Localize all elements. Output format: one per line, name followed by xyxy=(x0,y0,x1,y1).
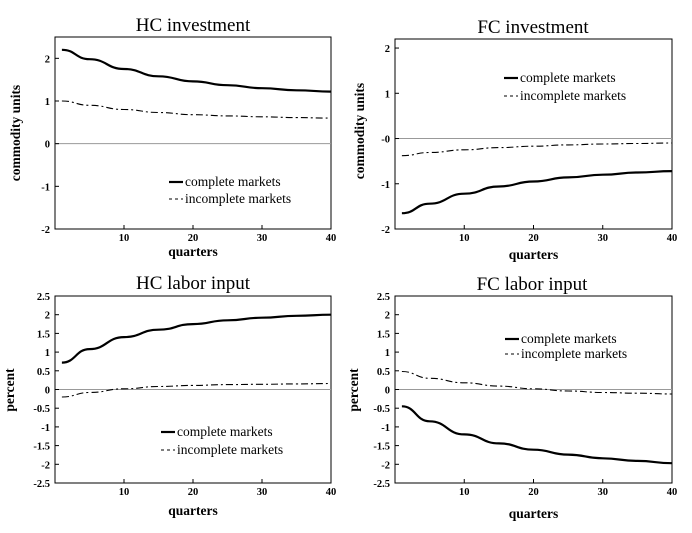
panel-4-title: FC labor input xyxy=(477,274,589,295)
panel-4-legend-label: complete markets xyxy=(521,331,617,346)
panel-3-ytick-label: -1.5 xyxy=(33,442,50,453)
panel-2-ytick-label: -0 xyxy=(381,135,390,146)
panel-2-xtick-label: 30 xyxy=(598,233,609,244)
panel-2-title: FC investment xyxy=(477,17,589,38)
panel-1-xtick-label: 10 xyxy=(119,233,130,244)
panel-2-ytick-label: -2 xyxy=(381,225,390,236)
panel-4-xtick-label: 40 xyxy=(667,487,678,498)
panel-3-series-complete-markets xyxy=(61,313,332,364)
panel-3-ytick-label: 1.5 xyxy=(37,329,50,340)
panel-4-x-axis-label: quarters xyxy=(509,506,559,521)
panel-4-ytick-label: -2 xyxy=(381,460,390,471)
panel-3-ytick-label: 1 xyxy=(45,348,50,359)
panel-2-xtick-label: 10 xyxy=(459,233,470,244)
panel-4-legend-label: incomplete markets xyxy=(521,346,627,361)
panel-1-ytick-label: 0 xyxy=(45,140,50,151)
panel-3-xtick-label: 10 xyxy=(119,487,130,498)
panel-4-ytick-label: -1.5 xyxy=(373,442,390,453)
panel-1-ytick-label: 1 xyxy=(45,97,50,108)
panel-1-xtick-label: 20 xyxy=(188,233,199,244)
panel-3-ytick-label: -0.5 xyxy=(33,404,50,415)
panel-1-ytick-label: -2 xyxy=(41,225,50,236)
panel-4-ytick-label: 1 xyxy=(385,348,390,359)
panel-2-legend-label: incomplete markets xyxy=(520,88,626,103)
panel-1-legend-label: complete markets xyxy=(185,174,281,189)
panel-4-xtick-label: 30 xyxy=(598,487,609,498)
panel-1-series-incomplete-markets xyxy=(61,100,332,119)
panel-3-ytick-label: 0.5 xyxy=(37,367,50,378)
panel-1-y-axis-label: commodity units xyxy=(8,85,23,181)
panel-4-ytick-label: -2.5 xyxy=(373,479,390,490)
panel-2-series-incomplete-markets xyxy=(401,142,673,157)
panel-3-x-axis-label: quarters xyxy=(168,503,218,518)
panel-1-xtick-label: 40 xyxy=(326,233,337,244)
panel-2-series-complete-markets xyxy=(401,170,673,215)
panel-3-title: HC labor input xyxy=(136,273,251,294)
panel-4-ytick-label: 0.5 xyxy=(377,367,390,378)
panel-3-ytick-label: 2 xyxy=(45,311,50,322)
panel-4-y-axis-label: percent xyxy=(346,368,361,412)
panel-3-xtick-label: 20 xyxy=(188,487,199,498)
panel-1-ytick-label: 2 xyxy=(45,54,50,65)
panel-2-legend-label: complete markets xyxy=(520,70,616,85)
panel-1-legend-label: incomplete markets xyxy=(185,191,291,206)
panel-3-ytick-label: -2 xyxy=(41,460,50,471)
panel-2-y-axis-label: commodity units xyxy=(352,83,367,179)
panel-2-x-axis-label: quarters xyxy=(509,247,559,262)
panel-3-ytick-label: -1 xyxy=(41,423,50,434)
panel-2-ytick-label: 1 xyxy=(385,89,390,100)
panel-1-title: HC investment xyxy=(136,15,251,36)
panel-4-xtick-label: 10 xyxy=(459,487,470,498)
panel-1-x-axis-label: quarters xyxy=(168,244,218,259)
panel-3-ytick-label: -2.5 xyxy=(33,479,50,490)
panel-3-series-incomplete-markets xyxy=(61,382,332,398)
panel-1-series-complete-markets xyxy=(61,48,332,93)
panel-4-ytick-label: 2.5 xyxy=(377,292,390,303)
panel-1-xtick-label: 30 xyxy=(257,233,268,244)
panel-3-xtick-label: 30 xyxy=(257,487,268,498)
panel-3-legend-label: complete markets xyxy=(177,424,273,439)
panel-3-ytick-label: 2.5 xyxy=(37,292,50,303)
panel-2-xtick-label: 40 xyxy=(667,233,678,244)
panel-3-xtick-label: 40 xyxy=(326,487,337,498)
panel-4-ytick-label: -0.5 xyxy=(373,404,390,415)
panel-4-xtick-label: 20 xyxy=(528,487,539,498)
panel-3-legend-label: incomplete markets xyxy=(177,442,283,457)
panel-4-series-incomplete-markets xyxy=(401,370,673,395)
panel-2-ytick-label: -1 xyxy=(381,180,390,191)
panel-1-ytick-label: -1 xyxy=(41,182,50,193)
panel-4-ytick-label: 1.5 xyxy=(377,329,390,340)
panel-3-y-axis-label: percent xyxy=(2,368,17,412)
panel-4-ytick-label: 0 xyxy=(385,386,390,397)
panel-2-ytick-label: 2 xyxy=(385,44,390,55)
panel-3-ytick-label: 0 xyxy=(45,386,50,397)
panel-2-xtick-label: 20 xyxy=(528,233,539,244)
panel-2-frame xyxy=(394,38,673,230)
panel-4-ytick-label: -1 xyxy=(381,423,390,434)
panel-4-ytick-label: 2 xyxy=(385,311,390,322)
panel-4-series-complete-markets xyxy=(401,405,673,465)
